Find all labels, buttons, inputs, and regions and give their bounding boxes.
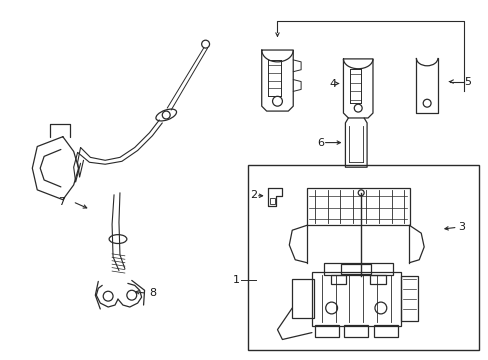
- Bar: [269, 198, 274, 204]
- Text: 8: 8: [149, 288, 156, 298]
- Bar: [247, 165, 478, 350]
- Bar: [311, 271, 400, 326]
- Bar: [369, 275, 385, 284]
- Bar: [323, 263, 392, 275]
- Text: 4: 4: [329, 78, 336, 89]
- Bar: [330, 275, 346, 284]
- Bar: [373, 325, 397, 337]
- Bar: [344, 325, 367, 337]
- Bar: [306, 188, 409, 225]
- Text: 7: 7: [58, 197, 65, 207]
- Bar: [292, 279, 313, 318]
- Bar: [314, 325, 338, 337]
- Text: 6: 6: [316, 138, 323, 148]
- Bar: [400, 276, 417, 321]
- Text: 2: 2: [249, 190, 256, 200]
- Text: 5: 5: [464, 77, 470, 86]
- Text: 3: 3: [458, 222, 465, 232]
- Bar: [341, 264, 370, 274]
- Text: 1: 1: [233, 275, 240, 285]
